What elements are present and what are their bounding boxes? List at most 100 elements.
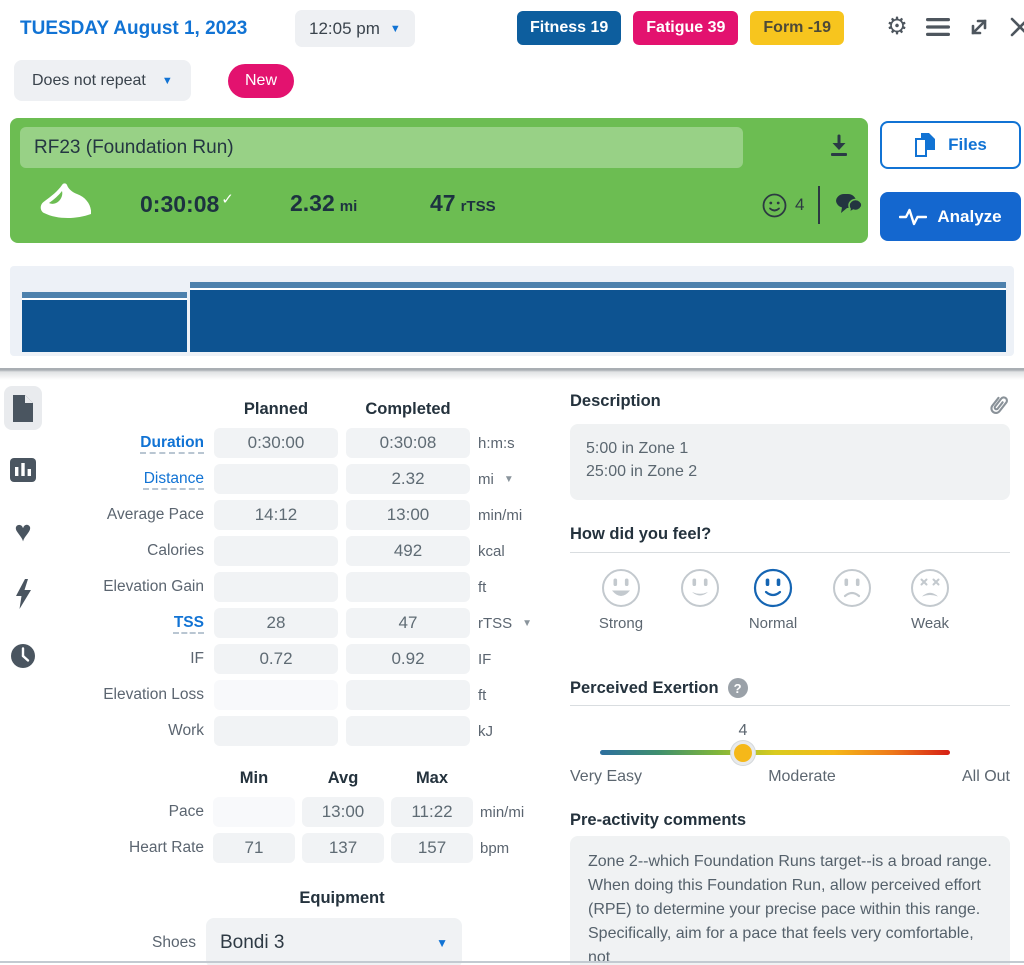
repeat-dropdown[interactable]: Does not repeat ▼ [14,60,191,101]
tss-unit-dropdown[interactable]: rTSS ▼ [478,614,533,632]
completed-pace-field[interactable]: 13:00 [346,500,470,530]
feel-label: Normal [748,615,798,632]
comments-icon[interactable] [834,192,864,218]
completed-duration-field[interactable]: 0:30:08 [346,428,470,458]
heart-rate-min-field[interactable]: 71 [213,833,295,863]
feel-score-value: 4 [795,195,805,214]
attach-file-button[interactable] [986,392,1010,418]
menu-icon [926,18,950,36]
planned-elevation-loss-field[interactable] [214,680,338,710]
feel-option-strong[interactable]: Strong [583,568,659,632]
description-field[interactable]: 5:00 in Zone 1 25:00 in Zone 2 [570,424,1010,500]
window-controls: ⚙ [884,14,1024,40]
frown-face-icon [833,569,871,607]
structure-bar-zone1[interactable] [22,292,187,352]
expand-button[interactable] [966,14,992,40]
tab-heart-rate[interactable]: ♥ [4,510,42,554]
tss-unit: rTSS [460,198,496,215]
structure-bar-zone2[interactable] [190,282,1006,352]
duration-unit-label: h:m:s [478,434,515,452]
planned-work-field[interactable] [214,716,338,746]
download-button[interactable] [826,133,852,159]
stat-label-distance[interactable]: Distance [143,470,204,487]
pace-min-field[interactable] [213,797,295,827]
exertion-slider-track[interactable] [600,750,950,755]
completed-elevation-loss-field[interactable] [346,680,470,710]
bottom-divider [0,961,1024,963]
chevron-down-icon: ▼ [389,22,401,35]
min-avg-max-table: Min Avg Max Pace 13:00 11:22 min/mi Hear… [60,765,545,863]
distance-unit-dropdown[interactable]: mi ▼ [478,470,514,488]
shoes-label: Shoes [152,934,196,951]
work-unit-label: kJ [478,722,493,740]
perceived-exertion-header: Perceived Exertion ? [570,678,748,698]
feel-option-good[interactable] [662,568,738,615]
pace-max-field[interactable]: 11:22 [391,797,473,827]
stat-label-tss[interactable]: TSS [173,614,204,631]
metrics-badges: Fitness 19 Fatigue 39 Form -19 [517,11,844,45]
completed-calories-field[interactable]: 492 [346,536,470,566]
grin-face-icon [602,569,640,607]
smiley-icon[interactable] [762,193,787,218]
tab-time[interactable] [4,634,42,678]
paperclip-icon [990,396,1008,414]
perceived-exertion-title: Perceived Exertion [570,678,719,697]
weak-face-icon [911,569,949,607]
planned-elevation-gain-field[interactable] [214,572,338,602]
tab-summary[interactable] [4,386,42,430]
menu-button[interactable] [925,14,951,40]
help-icon[interactable]: ? [727,678,748,698]
how-did-you-feel-title: How did you feel? [570,525,712,543]
stat-label-elevation-loss: Elevation Loss [103,686,204,703]
planned-calories-field[interactable] [214,536,338,566]
new-badge-button[interactable]: New [228,64,295,98]
time-dropdown[interactable]: 12:05 pm ▼ [295,10,415,47]
stats-panel: Planned Completed Duration 0:30:00 0:30:… [60,396,545,965]
min-header: Min [239,768,269,787]
completed-work-field[interactable] [346,716,470,746]
stat-label-elevation-gain: Elevation Gain [103,578,204,595]
files-button[interactable]: Files [880,121,1021,169]
tss-value: 47 [430,190,456,216]
feel-selector: Strong Normal Weak [570,568,1010,648]
completed-elevation-gain-field[interactable] [346,572,470,602]
planned-pace-field[interactable]: 14:12 [214,500,338,530]
tss-stat: 47 rTSS [430,190,496,217]
analyze-button[interactable]: Analyze [880,192,1021,241]
heart-rate-max-field[interactable]: 157 [391,833,473,863]
planned-if-field[interactable]: 0.72 [214,644,338,674]
chevron-down-icon: ▼ [522,617,533,629]
shoes-dropdown[interactable]: Bondi 3 ▼ [206,918,462,965]
pre-activity-comments-field[interactable]: Zone 2--which Foundation Runs target--is… [570,836,1010,965]
feel-option-normal[interactable]: Normal [735,568,811,632]
tab-power[interactable] [4,572,42,616]
feel-option-tired[interactable] [814,568,890,615]
lightning-icon [15,579,31,609]
workout-title-field[interactable]: RF23 (Foundation Run) [20,127,743,168]
settings-button[interactable]: ⚙ [884,14,910,40]
exertion-value: 4 [738,722,748,739]
time-value: 12:05 pm [309,18,380,38]
planned-completed-table: Planned Completed Duration 0:30:00 0:30:… [60,396,545,746]
mam-label-pace: Pace [168,803,204,820]
fitness-badge[interactable]: Fitness 19 [517,11,622,45]
divider [818,186,821,224]
completed-distance-field[interactable]: 2.32 [346,464,470,494]
planned-duration-field[interactable]: 0:30:00 [214,428,338,458]
heart-rate-avg-field[interactable]: 137 [302,833,384,863]
completed-tss-field[interactable]: 47 [346,608,470,638]
feel-option-weak[interactable]: Weak [892,568,968,632]
form-badge[interactable]: Form -19 [750,11,844,45]
exertion-slider-knob[interactable] [731,741,755,765]
calories-unit-label: kcal [478,542,505,560]
stat-label-duration[interactable]: Duration [140,434,204,451]
planned-distance-field[interactable] [214,464,338,494]
close-button[interactable] [1007,14,1024,40]
tab-charts[interactable] [4,448,42,492]
shoes-value: Bondi 3 [220,932,285,953]
workout-summary: 0:30:08 ✓ 2.32 mi 47 rTSS 4 [10,176,868,236]
planned-tss-field[interactable]: 28 [214,608,338,638]
fatigue-badge[interactable]: Fatigue 39 [633,11,739,45]
pace-avg-field[interactable]: 13:00 [302,797,384,827]
completed-if-field[interactable]: 0.92 [346,644,470,674]
